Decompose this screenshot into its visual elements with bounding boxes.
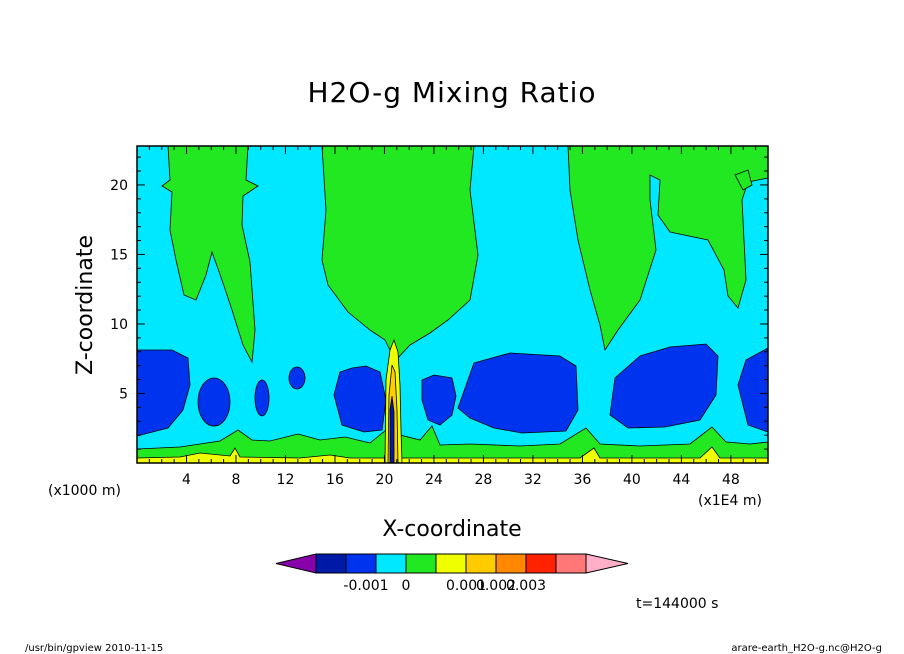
colorbar-extend-high <box>585 553 629 574</box>
x-tick-label: 4 <box>182 472 191 488</box>
colorbar-label: 0.001 <box>446 578 486 594</box>
x-tick-label: 32 <box>524 472 542 488</box>
x-tick-label: 12 <box>277 472 295 488</box>
axis-ticks <box>137 146 768 463</box>
plume-left <box>161 146 259 364</box>
surface-band-yellow <box>137 446 768 463</box>
colorbar-label: -0.001 <box>343 578 388 594</box>
colorbar-box <box>435 553 467 574</box>
colorbar-box <box>345 553 377 574</box>
colorbar-box <box>465 553 497 574</box>
x-tick-label: 8 <box>232 472 241 488</box>
cell-8 <box>609 343 719 429</box>
x-tick-label: 48 <box>722 472 740 488</box>
y-tick-labels: 5 10 15 20 <box>110 178 128 403</box>
cell-2 <box>197 377 231 427</box>
central-column-core <box>389 395 395 463</box>
colorbar <box>275 553 629 574</box>
x-tick-label: 20 <box>376 472 394 488</box>
chart-title: H2O-g Mixing Ratio <box>307 76 596 109</box>
x-tick-labels: 4 8 12 16 20 24 28 32 36 40 44 48 <box>182 472 740 488</box>
cell-1 <box>137 349 191 437</box>
colorbar-box <box>495 553 527 574</box>
colorbar-extend-low <box>275 553 317 574</box>
cell-9 <box>737 347 768 433</box>
x-tick-label: 16 <box>326 472 344 488</box>
plot-area <box>136 145 769 464</box>
plume-right <box>567 146 768 352</box>
x-unit-left: (x1000 m) <box>48 483 121 499</box>
y-tick-label: 5 <box>119 386 128 402</box>
colorbar-box <box>525 553 557 574</box>
y-tick-label: 20 <box>110 178 128 194</box>
cell-4 <box>288 366 306 390</box>
footer-left: /usr/bin/gpview 2010-11-15 <box>25 643 163 654</box>
footer-right: arare-earth_H2O-g.nc@H2O-g <box>731 643 882 654</box>
colorbar-box <box>555 553 587 574</box>
colorbar-box <box>375 553 407 574</box>
colorbar-label: 0.003 <box>506 578 546 594</box>
cell-5 <box>333 365 387 433</box>
x-axis-label: X-coordinate <box>382 517 521 542</box>
colorbar-label: 0.002 <box>476 578 516 594</box>
plot-frame <box>136 145 769 464</box>
time-label: t=144000 s <box>636 596 718 612</box>
colorbar-box <box>315 553 347 574</box>
x-unit-right: (x1E4 m) <box>698 493 762 509</box>
cell-7 <box>457 352 579 434</box>
x-tick-label: 36 <box>573 472 591 488</box>
y-tick-label: 10 <box>110 317 128 333</box>
colorbar-label: 0 <box>402 578 411 594</box>
x-tick-label: 44 <box>672 472 690 488</box>
plume-right-small <box>734 169 753 191</box>
y-tick-label: 15 <box>110 247 128 263</box>
colorbar-box <box>405 553 437 574</box>
surface-band-green <box>137 408 768 463</box>
x-tick-label: 40 <box>623 472 641 488</box>
x-tick-label: 28 <box>475 472 493 488</box>
cell-6 <box>421 374 457 426</box>
cell-3 <box>254 379 270 417</box>
x-tick-label: 24 <box>425 472 443 488</box>
y-axis-label: Z-coordinate <box>73 235 98 375</box>
